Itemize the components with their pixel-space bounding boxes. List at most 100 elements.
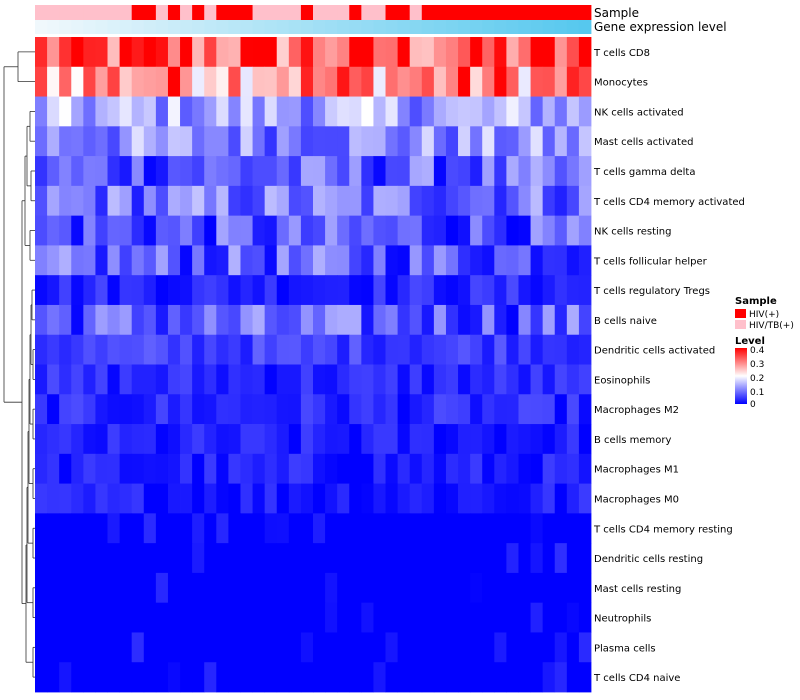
heatmap-cell [119,126,133,157]
gene-annotation-cell [155,20,169,34]
heatmap-cell [337,275,350,306]
heatmap-cell [494,37,507,68]
heatmap-cell [421,424,435,455]
heatmap-cell [192,304,205,336]
heatmap-cell [518,156,531,187]
heatmap-cell [47,364,60,395]
heatmap-cell [445,364,459,395]
heatmap-cell [276,364,290,395]
heatmap-cell [325,126,338,157]
heatmap-cell [433,543,447,574]
heatmap-cell [35,572,48,604]
sample-annotation-cell [578,5,592,20]
heatmap-cell [119,662,133,693]
heatmap-cell [59,632,72,663]
heatmap-cell [71,572,84,604]
heatmap-cell [470,275,483,306]
heatmap-cell [167,453,181,484]
heatmap-cell [313,662,326,693]
heatmap-cell [216,215,229,246]
heatmap-cell [385,275,399,306]
heatmap-cell [143,156,157,187]
heatmap-cell [409,245,423,276]
heatmap-cell [470,37,483,68]
heatmap-cell [47,185,60,217]
heatmap-cell [566,66,580,97]
heatmap-cell [119,453,133,484]
heatmap-cell [59,66,72,97]
heatmap-cell [566,126,580,157]
heatmap-cell [264,632,278,663]
heatmap-cell [131,245,145,276]
heatmap-cell [494,126,507,157]
heatmap-cell [204,126,217,157]
heatmap-cell [409,572,423,604]
heatmap-cell [349,96,362,127]
heatmap-cell [313,394,326,425]
heatmap-cell [518,66,531,97]
heatmap-cell [337,483,350,514]
heatmap-cell [167,96,181,127]
heatmap-cell [192,572,205,604]
gene-annotation-cell [300,20,314,34]
gene-annotation-cell [216,20,229,34]
heatmap-cell [542,483,556,514]
heatmap-cell [276,572,290,604]
heatmap-cell [458,215,471,246]
heatmap-cell [83,275,96,306]
heatmap-cell [470,483,483,514]
heatmap-cell [482,275,495,306]
gene-annotation-cell [349,20,362,34]
heatmap-cell [542,156,556,187]
sample-annotation-cell [276,5,290,20]
heatmap-cell [458,37,471,68]
heatmap-cell [554,66,568,97]
heatmap-cell [288,185,302,217]
heatmap-cell [131,185,145,217]
heatmap-cell [276,275,290,306]
heatmap-cell [180,483,193,514]
heatmap-cell [397,304,411,336]
heatmap-cell [421,394,435,425]
heatmap-cell [361,126,374,157]
row-label: T cells CD4 naive [593,673,680,684]
heatmap-cell [494,364,507,395]
heatmap-cell [228,364,241,395]
heatmap-cell [361,424,374,455]
heatmap-cell [506,334,519,365]
heatmap-cell [337,66,350,97]
heatmap-cell [35,215,48,246]
gene-annotation-cell [143,20,157,34]
heatmap-cell [192,66,205,97]
heatmap-cell [71,156,84,187]
sample-annotation-cell [470,5,483,20]
heatmap-cell [204,215,217,246]
heatmap-cell [313,96,326,127]
heatmap-cell [155,275,169,306]
heatmap-cell [252,215,266,246]
heatmap-cell [119,66,133,97]
gene-annotation-cell [470,20,483,34]
legend-tick-0-3: 0.3 [750,360,764,370]
heatmap-cell [95,334,108,365]
heatmap-cell [95,662,108,693]
heatmap-cell [578,126,592,157]
heatmap-cell [216,483,229,514]
heatmap-cell [458,483,471,514]
heatmap-cell [578,215,592,246]
heatmap-cell [252,275,266,306]
heatmap-cell [192,513,205,544]
heatmap-cell [530,126,544,157]
heatmap-cell [421,543,435,574]
heatmap-cell [458,364,471,395]
heatmap-cell [228,215,241,246]
heatmap-cell [506,602,519,633]
heatmap-cell [240,185,253,217]
heatmap-cell [337,424,350,455]
heatmap-cell [542,304,556,336]
row-dendrogram [3,51,35,678]
heatmap-cell [192,37,205,68]
heatmap-cell [421,602,435,633]
sample-annotation-cell [155,5,169,20]
heatmap-cell [421,513,435,544]
